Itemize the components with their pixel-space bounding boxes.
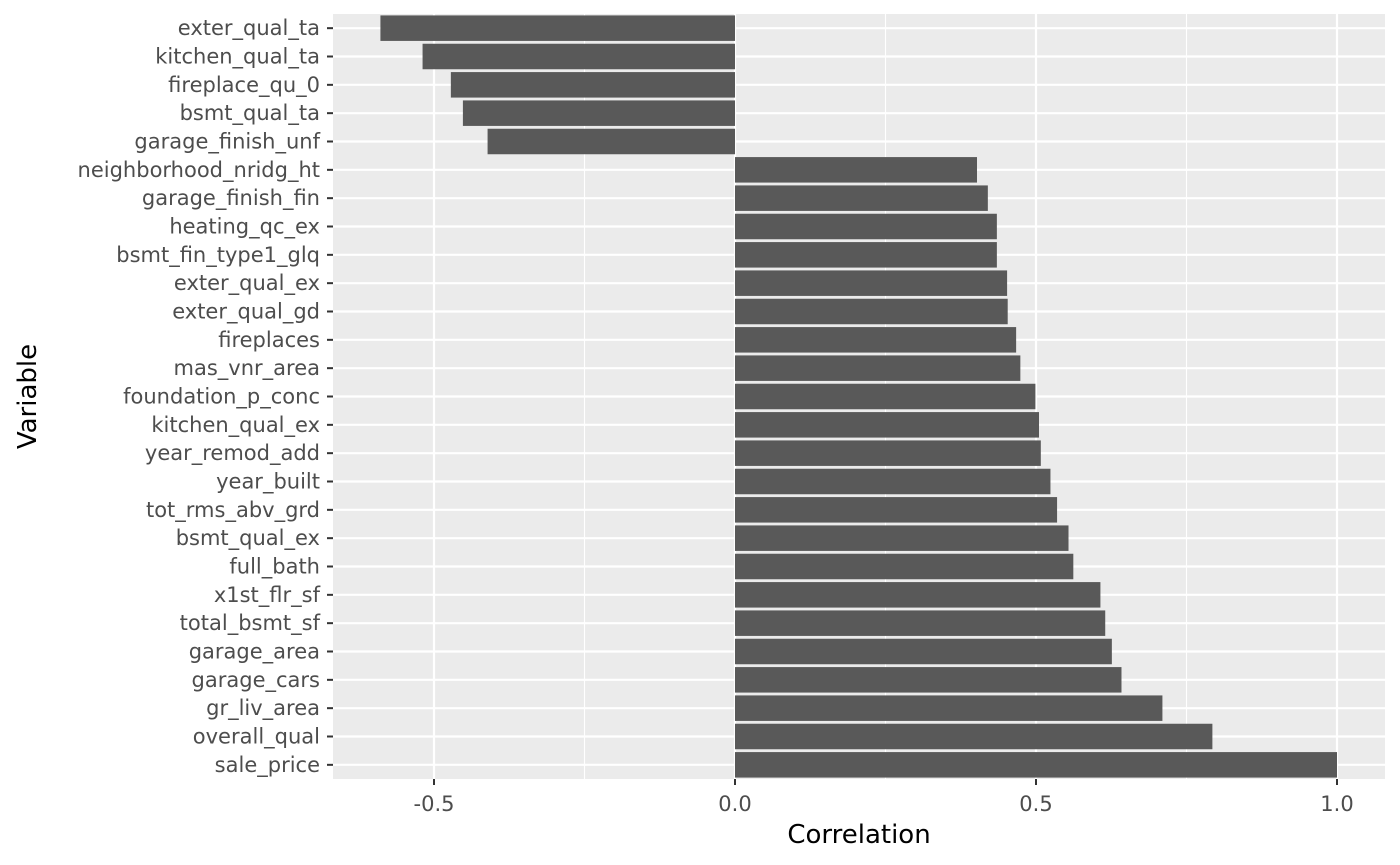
y-tick-label: foundation_p_conc [123,385,320,410]
bar-foundation_p_conc [735,383,1036,410]
bar-bsmt_fin_type1_glq [735,242,997,268]
bar-garage_area [735,638,1112,665]
bar-total_bsmt_sf [735,610,1106,636]
bar-garage_finish_unf [487,128,735,155]
x-tick-label: 0.5 [1019,792,1052,816]
y-tick-label: year_built [216,470,320,495]
bar-year_built [735,468,1051,495]
y-tick-label: heating_qc_ex [169,215,320,240]
y-tick-label: bsmt_qual_ta [180,101,320,126]
bar-gr_liv_area [735,695,1163,721]
x-axis-title: Correlation [787,820,930,850]
y-axis: exter_qual_ta kitchen_qual_ta fireplace_qu… [78,16,333,778]
y-tick-label: exter_qual_gd [172,300,320,325]
bar-tot_rms_abv_grd [735,497,1058,523]
y-tick-label: exter_qual_ex [174,271,320,296]
y-tick-label: kitchen_qual_ta [155,45,320,70]
bar-garage_finish_fin [735,185,988,211]
bar-kitchen_qual_ex [735,412,1040,438]
y-tick-label: garage_finish_fin [142,186,320,211]
bar-sale_price [735,752,1337,778]
bar-exter_qual_ta [380,15,735,41]
bar-heating_qc_ex [735,213,997,240]
bar-mas_vnr_area [735,355,1021,381]
bar-overall_qual [735,723,1213,750]
y-tick-label: kitchen_qual_ex [151,413,320,438]
y-tick-label: garage_cars [192,668,320,693]
x-tick-label: 0.0 [718,792,751,816]
y-tick-label: overall_qual [193,725,320,750]
y-tick-label: garage_area [189,640,320,665]
y-tick-label: x1st_flr_sf [214,583,321,608]
y-tick-label: mas_vnr_area [174,356,320,381]
y-tick-label: exter_qual_ta [178,16,320,41]
y-tick-label: bsmt_qual_ex [176,526,320,551]
bar-exter_qual_gd [735,298,1008,325]
y-tick-label: tot_rms_abv_grd [146,498,320,523]
y-tick-label: full_bath [229,555,320,580]
bar-exter_qual_ex [735,270,1008,296]
bar-bsmt_qual_ta [462,100,735,126]
bar-full_bath [735,553,1074,580]
y-tick-label: total_bsmt_sf [180,611,321,636]
bar-kitchen_qual_ta [422,43,735,70]
y-tick-label: garage_finish_unf [134,130,320,155]
y-tick-label: fireplace_qu_0 [168,73,320,98]
bars [380,15,1337,778]
bar-neighborhood_nridg_ht [735,157,978,183]
bar-fireplace_qu_0 [450,72,735,98]
y-tick-label: fireplaces [218,328,320,352]
bar-garage_cars [735,667,1122,693]
bar-bsmt_qual_ex [735,525,1069,551]
y-tick-label: sale_price [215,753,320,778]
bar-year_remod_add [735,440,1041,466]
x-axis: -0.5 0.0 0.5 1.0 [414,779,1354,816]
y-tick-label: year_remod_add [145,441,320,466]
bar-x1st_flr_sf [735,582,1101,608]
x-tick-label: -0.5 [414,792,455,816]
y-tick-label: gr_liv_area [206,696,320,721]
y-tick-label: neighborhood_nridg_ht [78,158,320,183]
y-axis-title: Variable [13,344,43,449]
x-tick-label: 1.0 [1320,792,1353,816]
y-tick-label: bsmt_fin_type1_glq [116,243,320,268]
bar-fireplaces [735,327,1017,353]
